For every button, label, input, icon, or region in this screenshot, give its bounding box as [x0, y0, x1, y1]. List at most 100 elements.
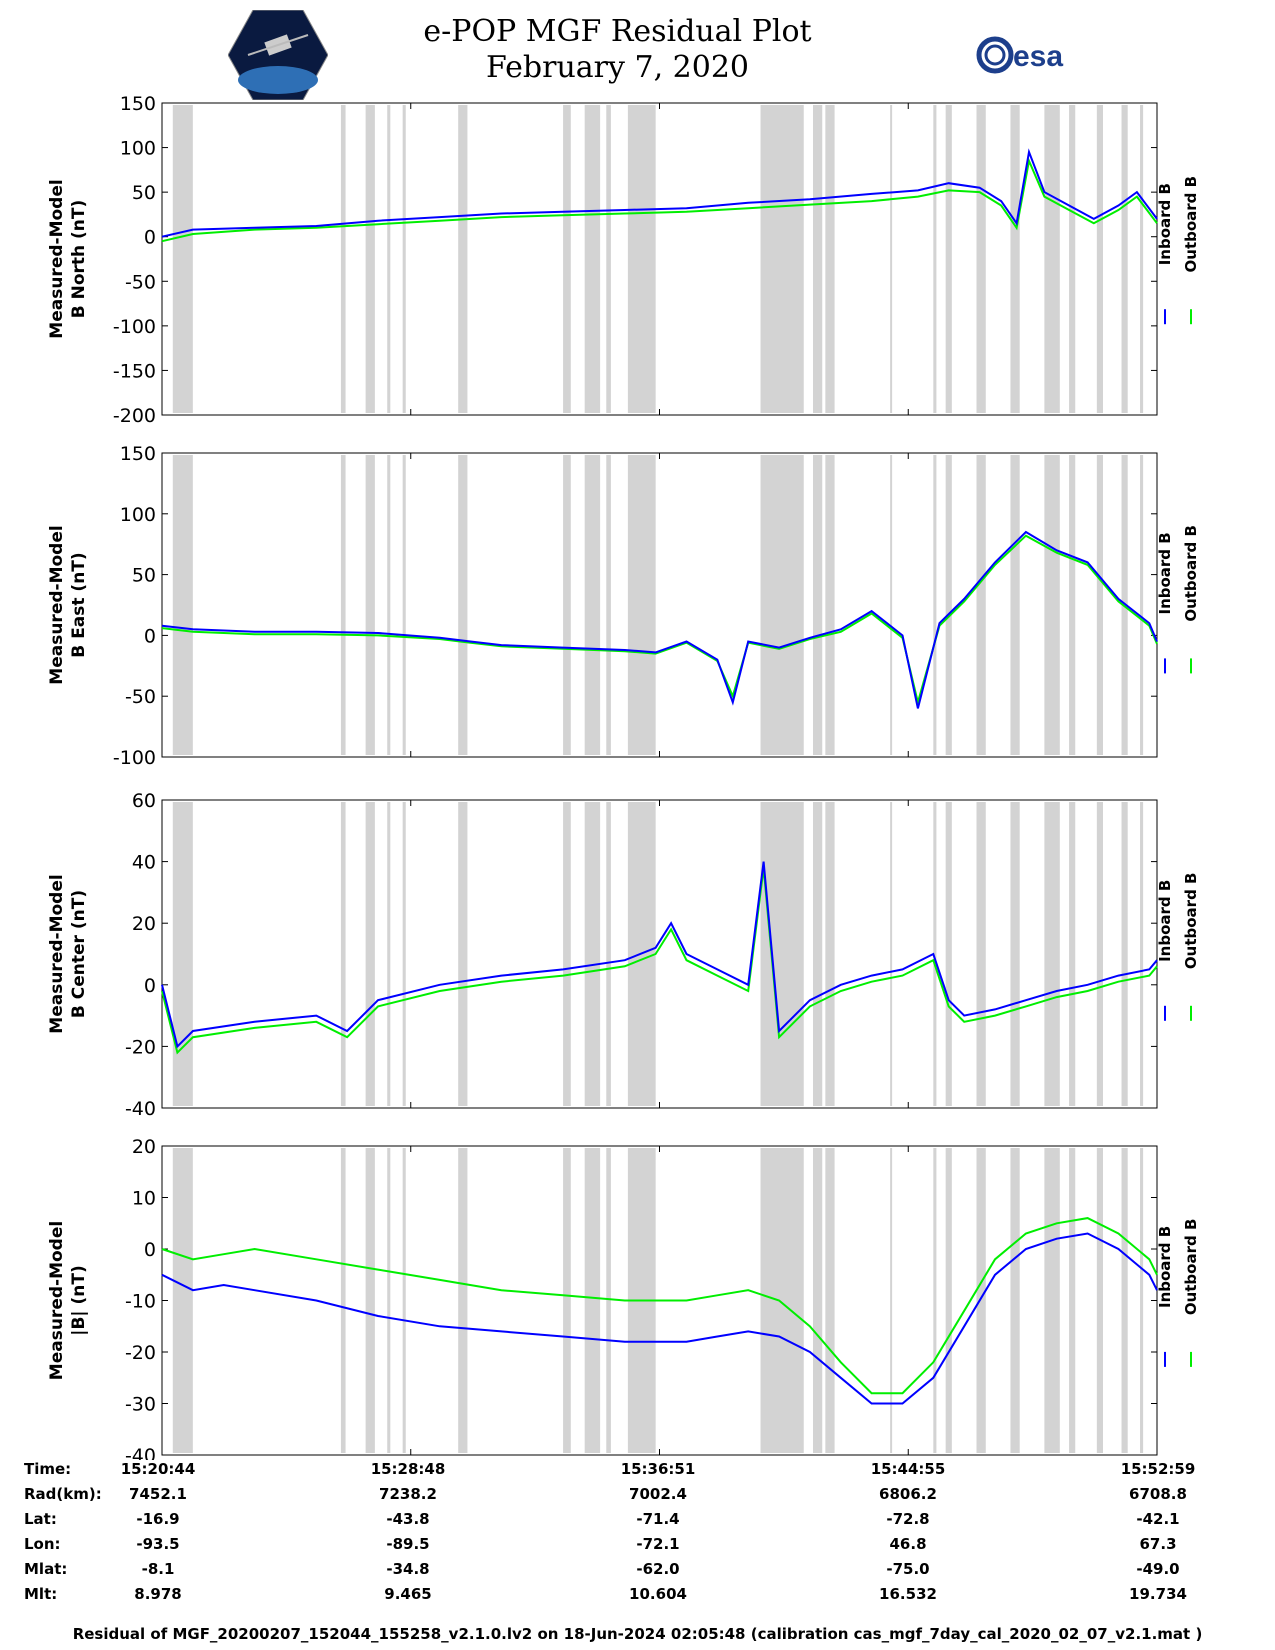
data-gap-band — [606, 802, 611, 1106]
legend-outboard-label: Outboard B — [1182, 873, 1200, 970]
data-gap-band — [402, 105, 406, 413]
y-tick-label: -100 — [113, 747, 156, 769]
series-inboard-b — [161, 861, 1158, 1049]
esa-logo-text: esa — [1013, 40, 1063, 73]
data-gap-band — [387, 105, 391, 413]
data-gap-band — [606, 455, 611, 755]
data-gap-band — [340, 105, 346, 413]
data-gap-band — [976, 455, 986, 755]
y-tick-label: 150 — [120, 93, 156, 115]
data-gap-band — [563, 802, 571, 1106]
y-tick-label: 50 — [132, 182, 156, 204]
info-row-label: Lon: — [24, 1535, 61, 1553]
y-tick-label: -10 — [125, 1291, 156, 1313]
data-gap-band — [365, 802, 375, 1106]
data-gap-band — [387, 802, 391, 1106]
legend-inboard-label: Inboard B — [1156, 532, 1174, 614]
data-gap-band — [933, 802, 937, 1106]
y-tick-label: -50 — [125, 271, 156, 293]
y-axis-label-line1: Measured-Model — [47, 1221, 67, 1380]
data-gap-band — [1069, 455, 1076, 755]
data-gap-band — [890, 1148, 893, 1453]
data-gap-band — [945, 1148, 952, 1453]
info-value: 19.734 — [1129, 1585, 1187, 1603]
data-gap-band — [812, 1148, 823, 1453]
info-row: Time: 15:20:44 15:28:48 15:36:51 15:44:55 15:… — [0, 1460, 1275, 1484]
data-gap-band — [812, 105, 823, 413]
data-gap-band — [1010, 105, 1020, 413]
info-value: 10.604 — [629, 1585, 687, 1603]
data-gap-band — [760, 105, 804, 413]
info-value: 8.978 — [134, 1585, 182, 1603]
info-value: -34.8 — [386, 1560, 430, 1578]
data-gap-band — [760, 1148, 804, 1453]
info-row-label: Mlt: — [24, 1585, 58, 1603]
plot-frame — [161, 102, 1158, 416]
data-gap-band — [945, 802, 952, 1106]
data-gap-band — [402, 455, 406, 755]
y-tick-label: 20 — [132, 1136, 156, 1158]
data-gap-band — [1121, 105, 1128, 413]
data-gap-band — [584, 455, 601, 755]
y-tick-label: 0 — [144, 975, 156, 997]
data-gap-band — [890, 105, 893, 413]
info-value: 7238.2 — [379, 1485, 437, 1503]
info-value: -89.5 — [386, 1535, 430, 1553]
data-gap-band — [172, 455, 193, 755]
data-gap-band — [760, 802, 804, 1106]
data-gap-band — [1096, 455, 1104, 755]
data-gap-band — [1140, 105, 1144, 413]
info-value: 6708.8 — [1129, 1485, 1187, 1503]
legend-inboard-label: Inboard B — [1156, 1226, 1174, 1308]
legend-inboard-label: Inboard B — [1156, 183, 1174, 265]
data-gap-band — [933, 105, 937, 413]
y-tick-label: 0 — [144, 227, 156, 249]
data-gap-band — [1121, 802, 1128, 1106]
cassiope-logo — [228, 10, 328, 100]
y-axis-label-line2: B North (nT) — [69, 200, 89, 319]
data-gap-band — [172, 1148, 193, 1453]
data-gap-band — [945, 105, 952, 413]
panel-3: 60 40 20 0 -20 -40 Measured-Model B Center (nT)… — [47, 790, 1200, 1120]
series-outboard-b — [161, 157, 1158, 243]
data-gap-band — [1069, 1148, 1076, 1453]
y-tick-label: -50 — [125, 686, 156, 708]
esa-logo: esa — [976, 36, 1063, 74]
data-gap-band — [1010, 1148, 1020, 1453]
info-value: -71.4 — [636, 1510, 680, 1528]
title-line1: e-POP MGF Residual Plot — [423, 14, 812, 49]
info-value: 15:20:44 — [120, 1460, 196, 1478]
data-gap-band — [825, 105, 835, 413]
y-axis-label: Measured-Model B Center (nT) — [47, 874, 89, 1033]
legend-outboard-label: Outboard B — [1182, 176, 1200, 273]
info-value: -72.1 — [636, 1535, 680, 1553]
info-row-label: Time: — [24, 1460, 72, 1478]
data-gap-band — [584, 802, 601, 1106]
data-gap-band — [402, 1148, 406, 1453]
info-row-label: Lat: — [24, 1510, 57, 1528]
data-gap-band — [365, 1148, 375, 1453]
info-value: 15:52:59 — [1120, 1460, 1196, 1478]
panel-4: 20 10 0 -10 -20 -30 -40 Measured-Model |B| (nT) I… — [47, 1136, 1200, 1460]
data-gap-band — [1010, 802, 1020, 1106]
info-value: -72.8 — [886, 1510, 930, 1528]
info-value: 15:28:48 — [370, 1460, 446, 1478]
data-gap-band — [1140, 1148, 1144, 1453]
data-gap-band — [1096, 105, 1104, 413]
y-tick-label: 50 — [132, 565, 156, 587]
data-gap-band — [340, 455, 346, 755]
data-gap-band — [172, 802, 193, 1106]
series-outboard-b — [161, 1217, 1158, 1395]
y-axis-label-line1: Measured-Model — [47, 874, 67, 1033]
info-value: 9.465 — [384, 1585, 432, 1603]
info-row: Mlat: -8.1 -34.8 -62.0 -75.0 -49.0 — [0, 1560, 1275, 1584]
info-value: -93.5 — [136, 1535, 180, 1553]
panel-1: 150 100 50 0 -50 -100 -150 -200 Measured-Model B … — [47, 93, 1200, 427]
data-gap-band — [825, 802, 835, 1106]
data-gap-band — [458, 455, 468, 755]
data-gap-band — [172, 105, 193, 413]
info-value: -8.1 — [141, 1560, 175, 1578]
data-gap-band — [1096, 1148, 1104, 1453]
y-tick-label: 150 — [120, 443, 156, 465]
